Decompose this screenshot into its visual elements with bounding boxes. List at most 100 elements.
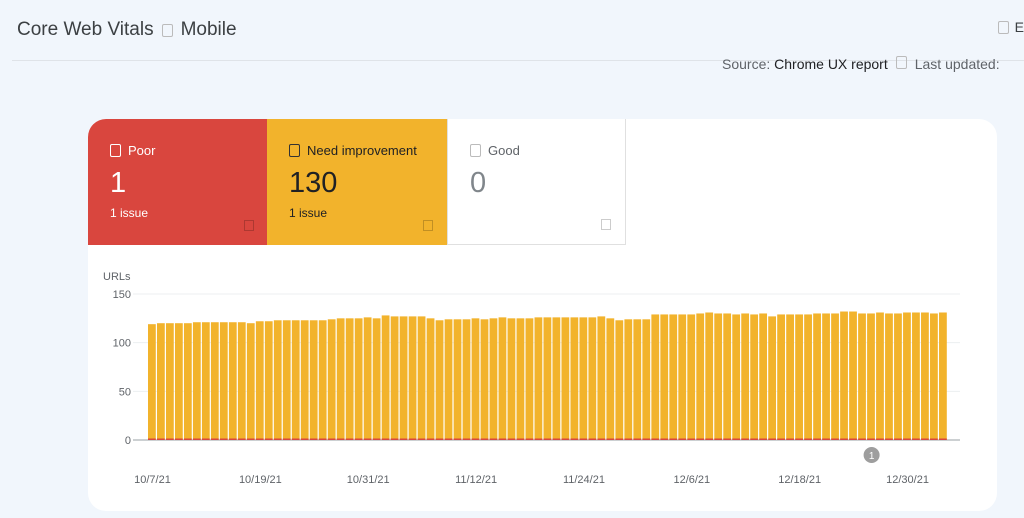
bar-poor	[678, 438, 687, 440]
bar-need-improvement	[210, 322, 219, 440]
bar-poor	[696, 438, 705, 440]
bar-need-improvement	[363, 317, 372, 440]
bar-need-improvement	[165, 323, 174, 440]
bar-need-improvement	[462, 319, 471, 440]
bar-need-improvement	[480, 319, 489, 440]
bar-need-improvement	[885, 313, 893, 440]
bar-need-improvement	[264, 321, 273, 440]
bar-poor	[759, 438, 768, 440]
bar-need-improvement	[201, 322, 210, 440]
bar-poor	[561, 438, 570, 440]
bar-poor	[894, 438, 902, 440]
bar-need-improvement	[741, 313, 750, 440]
bar-poor	[516, 438, 525, 440]
checkbox-icon[interactable]	[289, 144, 300, 157]
bar-poor	[669, 438, 678, 440]
bar-poor	[822, 438, 830, 440]
bar-poor	[435, 438, 444, 440]
report-title: Core Web Vitals	[17, 19, 154, 40]
tile-issues: 1 issue	[110, 206, 149, 220]
source-value: Chrome UX report	[774, 56, 888, 72]
bar-need-improvement	[867, 313, 875, 440]
bar-poor	[390, 438, 399, 440]
checkbox-icon[interactable]	[110, 144, 121, 157]
bar-poor	[813, 438, 821, 440]
bar-poor	[705, 438, 714, 440]
bar-poor	[939, 438, 947, 440]
bar-need-improvement	[534, 317, 543, 440]
bar-need-improvement	[921, 312, 929, 440]
bar-poor	[426, 438, 435, 440]
bar-need-improvement	[714, 313, 723, 440]
bar-poor	[786, 438, 794, 440]
bar-need-improvement	[246, 323, 255, 440]
bar-need-improvement	[552, 317, 561, 440]
bar-poor	[489, 438, 498, 440]
help-icon[interactable]	[244, 220, 254, 231]
bar-need-improvement	[606, 318, 615, 440]
tile-label: Good	[488, 143, 520, 158]
bar-poor	[831, 438, 839, 440]
checkbox-icon[interactable]	[470, 144, 481, 157]
bar-poor	[606, 438, 615, 440]
bar-poor	[408, 438, 417, 440]
x-tick-label: 12/6/21	[673, 474, 710, 486]
bar-need-improvement	[516, 318, 525, 440]
tile-good[interactable]: Good 0	[447, 119, 626, 245]
bar-poor	[264, 438, 273, 440]
bar-poor	[498, 438, 507, 440]
bar-need-improvement	[678, 314, 687, 440]
device-label[interactable]: Mobile	[180, 19, 237, 40]
help-icon[interactable]	[423, 220, 433, 231]
bar-need-improvement	[939, 312, 947, 440]
tile-label: Need improvement	[307, 143, 417, 158]
tile-need-improvement[interactable]: Need improvement 130 1 issue	[267, 119, 447, 245]
bar-poor	[174, 438, 183, 440]
bar-poor	[858, 438, 866, 440]
bar-poor	[804, 438, 812, 440]
tile-count: 130	[289, 167, 338, 199]
bar-need-improvement	[300, 320, 309, 440]
bar-poor	[633, 438, 642, 440]
bar-need-improvement	[651, 314, 660, 440]
chevron-icon	[161, 23, 173, 37]
help-icon[interactable]	[601, 219, 611, 230]
bar-poor	[399, 438, 408, 440]
y-axis-label: URLs	[103, 271, 131, 283]
bar-poor	[372, 438, 381, 440]
bar-poor	[885, 438, 893, 440]
page-title: Core Web Vitals Mobile	[17, 19, 237, 41]
tile-poor[interactable]: Poor 1 1 issue	[88, 119, 268, 245]
bar-need-improvement	[408, 316, 417, 440]
info-icon[interactable]	[895, 56, 907, 69]
bar-poor	[237, 438, 246, 440]
header-divider	[12, 60, 1024, 61]
bar-poor	[228, 438, 237, 440]
bar-need-improvement	[345, 318, 354, 440]
export-button[interactable]: E	[997, 19, 1024, 35]
bar-poor	[300, 438, 309, 440]
bar-need-improvement	[255, 321, 264, 440]
bar-poor	[930, 438, 938, 440]
x-tick-label: 10/19/21	[239, 474, 282, 486]
bar-need-improvement	[615, 320, 624, 440]
bar-need-improvement	[930, 313, 938, 440]
bar-poor	[912, 438, 920, 440]
bar-poor	[219, 438, 228, 440]
bar-need-improvement	[444, 319, 453, 440]
bar-need-improvement	[624, 319, 633, 440]
urls-bar-chart: URLs 0 50 100 150 10/7/21 10/19/21 10/31/21 11/1…	[103, 271, 960, 486]
bar-poor	[192, 438, 201, 440]
bar-poor	[552, 438, 561, 440]
bar-poor	[723, 438, 732, 440]
x-tick-label: 10/31/21	[347, 474, 390, 486]
bar-need-improvement	[759, 313, 768, 440]
export-label: E	[1014, 19, 1024, 35]
bar-poor	[255, 438, 264, 440]
bar-need-improvement	[642, 319, 651, 440]
bar-need-improvement	[561, 317, 570, 440]
bar-poor	[210, 438, 219, 440]
bar-need-improvement	[381, 315, 390, 440]
bar-poor	[471, 438, 480, 440]
bar-need-improvement	[777, 314, 786, 440]
